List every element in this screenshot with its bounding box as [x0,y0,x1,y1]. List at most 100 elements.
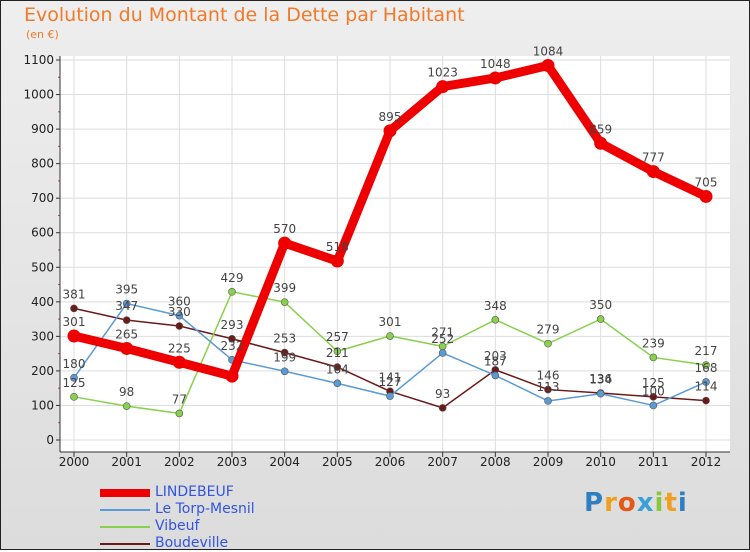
data-label: 113 [537,380,560,394]
y-tick-label: 900 [31,122,54,136]
data-point [228,287,236,296]
y-tick-label: 100 [31,398,54,412]
data-label: 187 [484,354,507,368]
data-label: 211 [326,346,349,360]
data-label: 98 [119,385,134,399]
data-point [280,348,289,357]
data-label: 141 [379,370,402,384]
data-point [120,341,134,355]
data-label: 279 [537,323,560,337]
legend-label: Le Torp-Mesnil [155,501,255,517]
x-tick-label: 2005 [322,455,353,469]
data-point [649,393,658,401]
data-point [330,254,344,268]
data-label: 253 [273,332,296,346]
data-point [491,315,500,324]
data-label: 127 [379,375,402,389]
data-label: 895 [379,110,402,124]
data-point [383,124,397,138]
data-label: 301 [63,315,86,329]
x-tick-label: 2011 [638,455,669,469]
x-tick-label: 2000 [59,455,90,469]
data-point [122,316,131,324]
legend-swatch [100,526,150,528]
x-tick-label: 2001 [111,455,142,469]
x-tick-label: 2004 [269,455,300,469]
x-tick-label: 2003 [217,455,248,469]
data-label: 859 [589,122,612,136]
data-point [544,385,552,394]
data-label: 134 [589,373,612,387]
x-tick-label: 2006 [375,455,406,469]
x-tick-label: 2012 [691,455,722,469]
data-label: 217 [695,344,718,358]
data-label: 1048 [480,57,511,71]
y-tick-label: 400 [31,295,54,309]
data-label: 146 [537,369,560,383]
data-label: 429 [221,271,244,285]
data-point [702,378,710,386]
legend-swatch [100,489,150,497]
data-label: 180 [63,357,86,371]
data-point [333,379,342,388]
unit-label: (en €) [26,28,59,41]
proxiti-logo: Proxiti [584,488,688,518]
data-point [438,349,447,357]
data-point [175,322,184,330]
data-label: 232 [221,339,244,353]
data-label: 93 [435,387,450,401]
data-point [225,369,239,383]
data-point [438,404,447,412]
data-label: 705 [695,175,718,189]
data-label: 136 [589,372,612,386]
legend-swatch [100,509,150,511]
data-point [70,304,78,313]
y-tick-label: 600 [31,226,54,240]
data-label: 347 [115,299,138,313]
data-label: 777 [642,151,665,165]
data-point [541,59,555,73]
data-point [122,299,131,308]
data-point [488,71,502,85]
data-label: 114 [695,380,718,394]
data-point [172,355,186,369]
data-point [122,402,131,410]
data-point [280,298,289,306]
data-label: 293 [221,318,244,332]
data-point [594,136,608,150]
data-label: 399 [273,281,296,295]
y-tick-label: 700 [31,191,54,205]
data-label: 360 [168,295,191,309]
data-point [70,374,78,382]
data-label: 381 [63,287,86,301]
y-tick-label: 0 [46,433,54,447]
data-label: 125 [642,376,665,390]
x-tick-label: 2008 [480,455,511,469]
data-label: 225 [168,341,191,355]
data-point [699,189,713,203]
data-point [649,353,658,362]
data-point [596,315,605,323]
data-point [67,329,81,343]
data-label: 203 [484,349,507,363]
data-label: 199 [273,350,296,364]
data-label: 164 [326,362,349,376]
legend-label: Vibeuf [155,518,200,534]
x-tick-label: 2009 [533,455,564,469]
data-point [544,339,552,348]
data-label: 518 [326,240,349,254]
y-tick-label: 1000 [23,88,54,102]
y-tick-label: 1100 [23,53,54,67]
data-label: 168 [695,361,718,375]
x-tick-label: 2002 [164,455,195,469]
chart-title: Evolution du Montant de la Dette par Hab… [24,4,465,26]
legend-swatch [100,543,150,545]
data-point [175,311,184,320]
data-point [649,401,658,410]
data-label: 257 [326,330,349,344]
data-label: 348 [484,299,507,313]
data-label: 125 [63,376,86,390]
data-point [228,334,236,343]
data-point [491,371,500,380]
data-point [386,332,394,340]
